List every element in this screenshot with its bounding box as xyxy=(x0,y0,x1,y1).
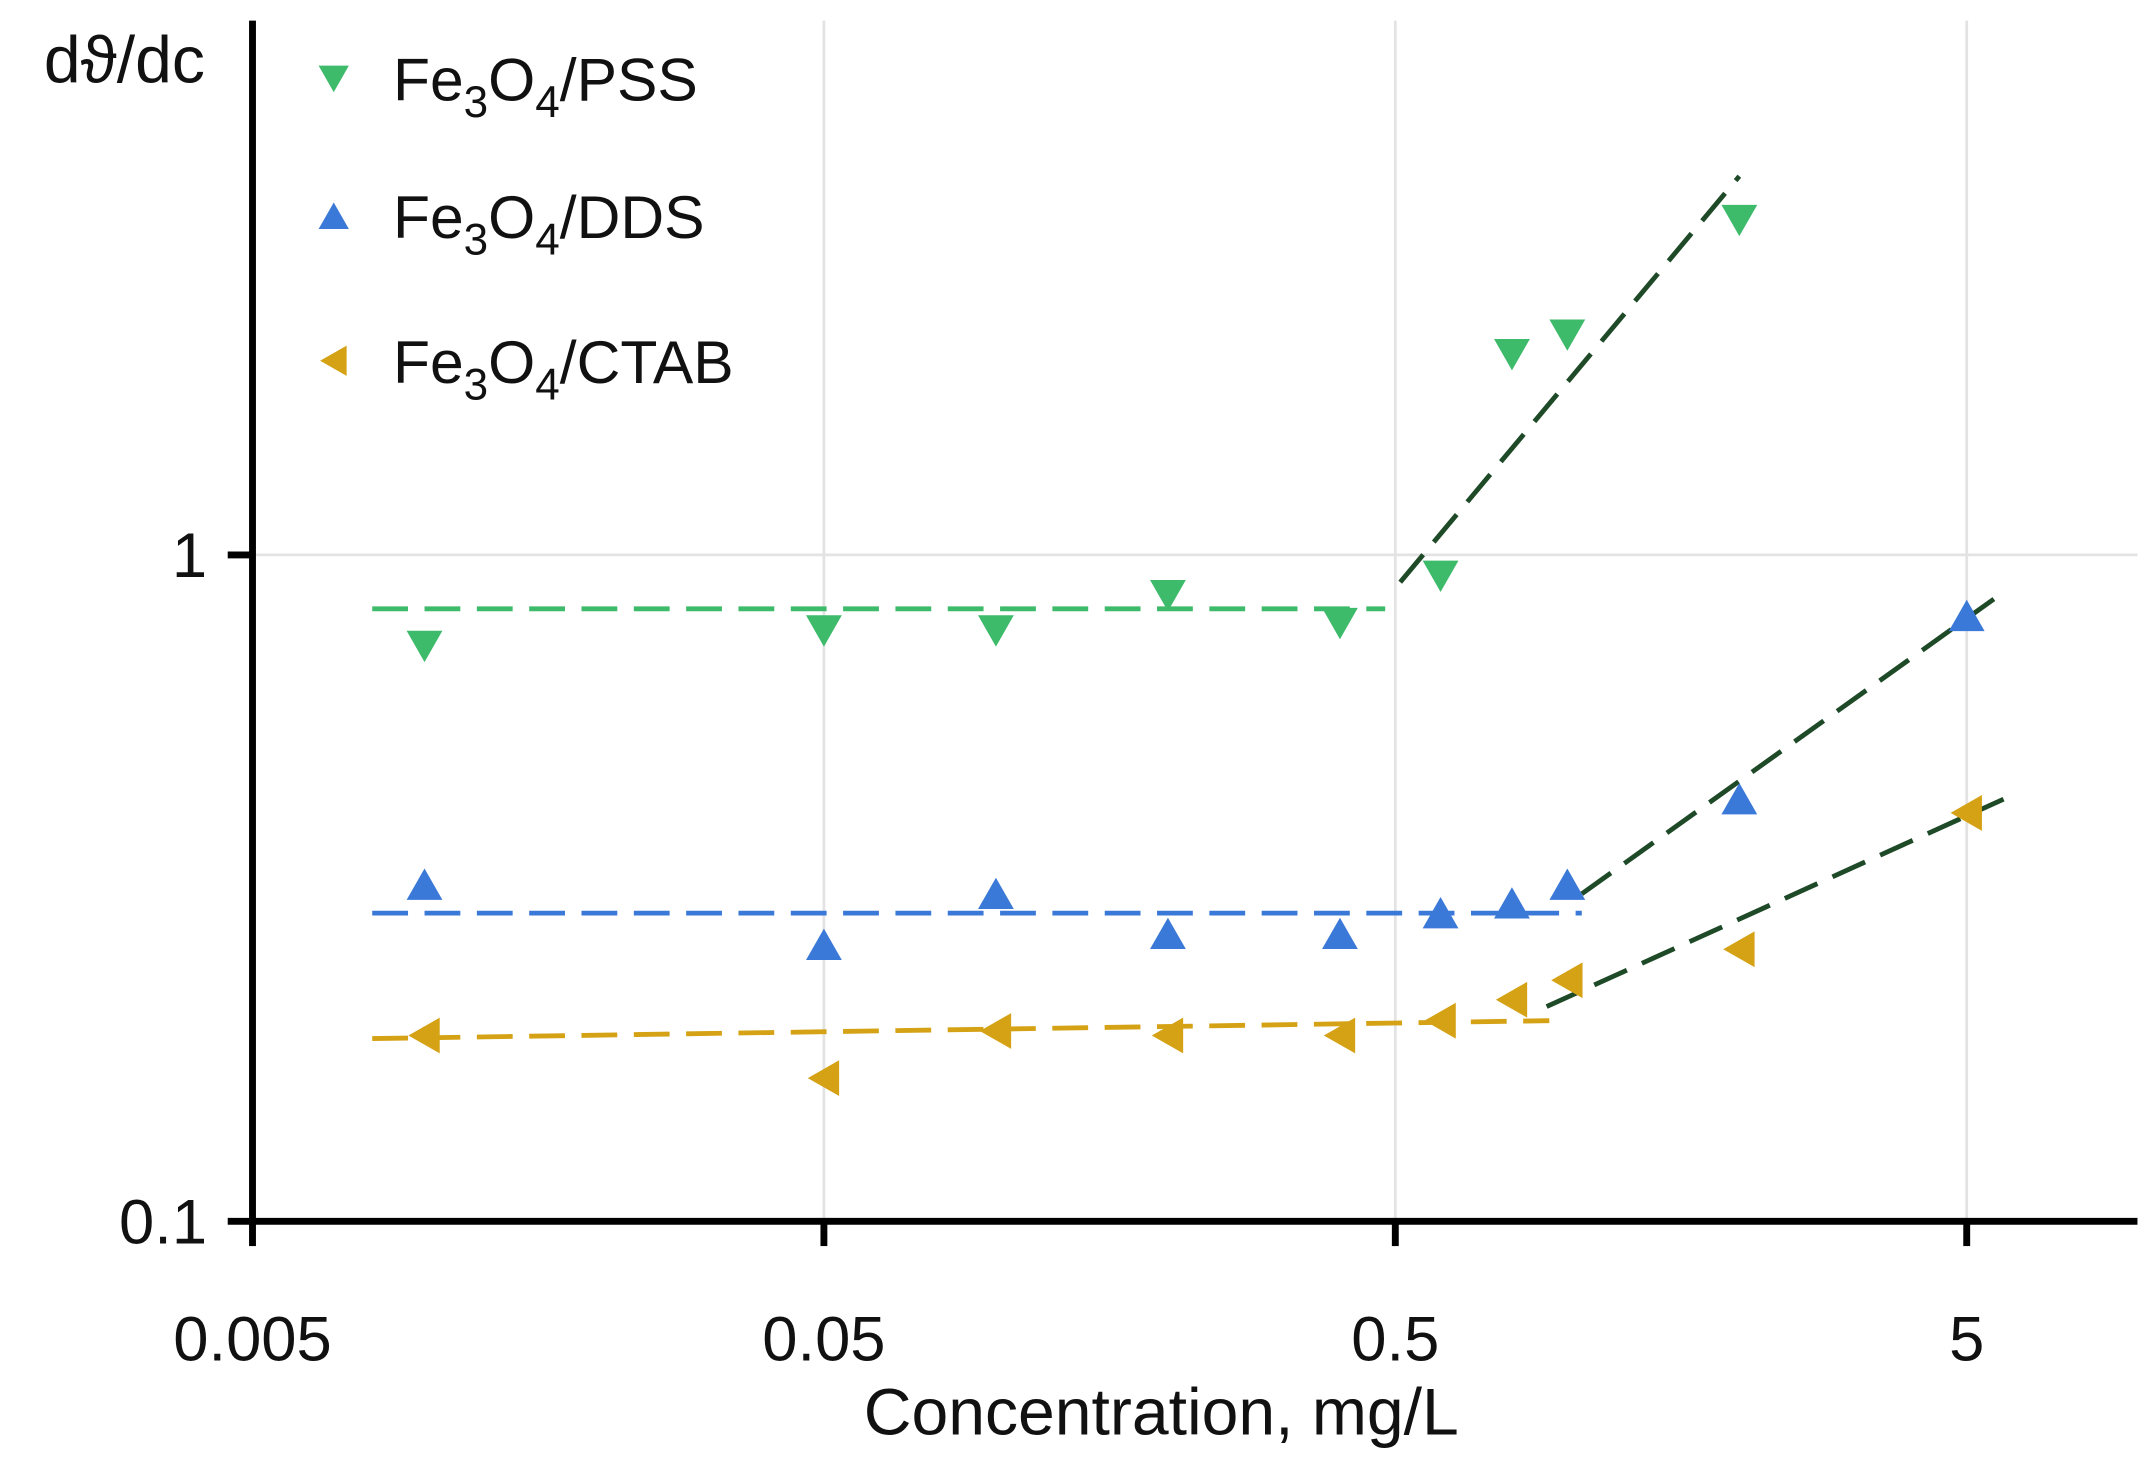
data-point xyxy=(1150,579,1186,612)
y-tick-label: 0.1 xyxy=(119,1187,207,1257)
data-point xyxy=(1424,1002,1456,1039)
legend-label: Fe3O4/CTAB xyxy=(393,328,734,410)
data-point xyxy=(978,877,1014,910)
fit-lines xyxy=(372,174,2005,1042)
data-point xyxy=(806,615,842,647)
data-point xyxy=(1151,1017,1184,1054)
x-tick-label: 0.005 xyxy=(173,1304,331,1374)
fit-line xyxy=(1580,593,2001,896)
data-point xyxy=(1322,917,1358,950)
x-axis-label: Concentration, mg/L xyxy=(864,1376,1459,1450)
data-point xyxy=(1950,795,1982,831)
data-point xyxy=(1494,887,1530,919)
legend-label: Fe3O4/PSS xyxy=(393,46,698,128)
data-point xyxy=(1549,319,1586,351)
data-point xyxy=(1322,607,1358,640)
data-point xyxy=(1721,783,1758,815)
legend-marker xyxy=(318,65,349,93)
fit-line xyxy=(1545,796,2005,1009)
x-tick-label: 0.05 xyxy=(762,1304,885,1374)
legend: Fe3O4/PSS Fe3O4/DDS Fe3O4/CTAB xyxy=(318,46,734,410)
data-point xyxy=(979,1013,1012,1049)
x-tick-label: 5 xyxy=(1949,1304,1984,1374)
y-tick-label: 1 xyxy=(172,521,207,591)
data-point xyxy=(978,615,1014,647)
data-point xyxy=(1948,599,1985,632)
data-point xyxy=(1495,981,1528,1018)
data-point xyxy=(1150,917,1186,950)
legend-marker xyxy=(318,202,349,230)
data-point xyxy=(1422,560,1459,592)
data-point xyxy=(1422,897,1459,929)
x-tick-label: 0.5 xyxy=(1351,1304,1439,1374)
data-point xyxy=(1551,962,1583,999)
data-points xyxy=(406,204,1985,1097)
data-point xyxy=(1549,868,1586,900)
legend-label: Fe3O4/DDS xyxy=(393,183,705,265)
data-point xyxy=(406,868,443,900)
data-point xyxy=(807,1060,840,1097)
data-point xyxy=(806,928,842,960)
data-point xyxy=(1721,204,1758,237)
data-point xyxy=(1494,339,1530,371)
data-point xyxy=(1323,1017,1356,1054)
data-point xyxy=(408,1017,440,1054)
fit-line xyxy=(1398,174,1742,584)
fit-line xyxy=(372,1018,1550,1042)
y-axis-label: dϑ/dc xyxy=(44,24,205,98)
data-point xyxy=(406,630,443,663)
legend-marker xyxy=(320,345,347,376)
data-point xyxy=(1723,931,1755,968)
ticks: 0.005 0.05 0.5 5 0.1 1 xyxy=(119,521,1984,1374)
